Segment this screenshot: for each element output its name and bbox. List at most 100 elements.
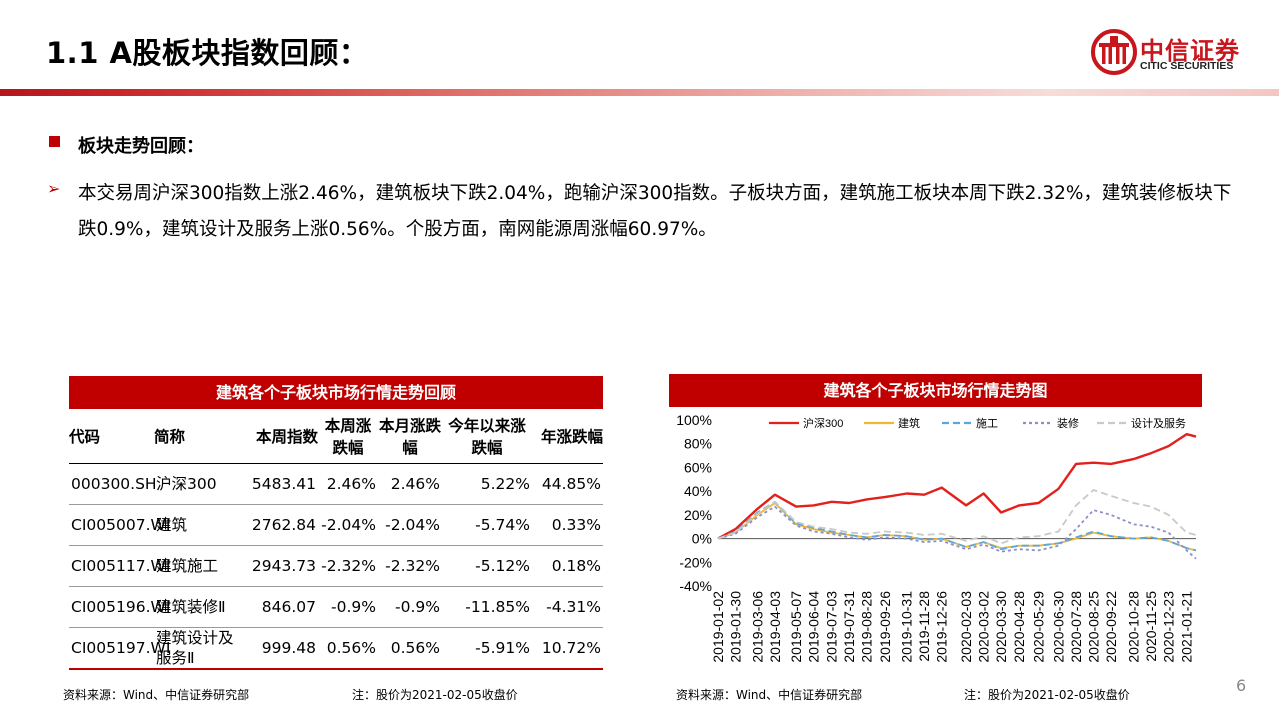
cell-code: 000300.SH <box>69 463 157 505</box>
cell-name: 沪深300 <box>154 463 246 505</box>
cell-annual-change: 44.85% <box>532 463 603 505</box>
x-tick-label: 2020-03-02 <box>976 591 992 663</box>
x-tick-label: 2019-08-28 <box>859 591 875 663</box>
arrow-bullet-icon: ➢ <box>47 179 61 198</box>
cell-monthly-change: -2.32% <box>378 545 442 587</box>
cell-weekly-index: 846.07 <box>246 586 318 628</box>
line-chart: 100%80%60%40%20%0%-20%-40%2019-01-02 2019… <box>676 412 1197 663</box>
chart-note: 注：股价为2021-02-05收盘价 <box>964 688 1130 702</box>
legend-label: 装修 <box>1057 416 1079 430</box>
x-tick-label: 2020-02-03 <box>958 591 974 663</box>
cell-code: CI005007.WI <box>69 504 170 546</box>
cell-monthly-change: 0.56% <box>378 627 442 670</box>
citic-logo-icon <box>1091 29 1137 75</box>
section-heading: 板块走势回顾： <box>78 136 204 157</box>
x-tick-label: 2019-06-04 <box>806 591 822 663</box>
y-tick-label: 20% <box>684 507 712 523</box>
table-source: 资料来源：Wind、中信证券研究部 <box>63 688 250 702</box>
x-tick-label: 2019-05-07 <box>788 591 804 663</box>
summary-paragraph: 本交易周沪深300指数上涨2.46%，建筑板块下跌2.04%，跑输沪深300指数… <box>78 183 1232 240</box>
y-tick-label: 100% <box>676 412 712 428</box>
x-tick-label: 2019-04-03 <box>767 591 783 663</box>
cell-annual-change: 10.72% <box>532 627 603 670</box>
x-tick-label: 2020-12-23 <box>1161 591 1177 663</box>
cell-monthly-change: 2.46% <box>378 463 442 505</box>
y-tick-label: 80% <box>684 436 712 452</box>
citic-logo: 中信证券 CITIC SECURITIES <box>1090 28 1250 78</box>
x-tick-label: 2019-07-31 <box>841 591 857 663</box>
series-line <box>717 505 1197 560</box>
y-tick-label: 60% <box>684 459 712 475</box>
cell-weekly-change: 2.46% <box>318 463 378 505</box>
x-tick-label: 2019-09-26 <box>877 591 893 663</box>
cell-annual-change: 0.18% <box>532 545 603 587</box>
chart-source: 资料来源：Wind、中信证券研究部 <box>676 688 863 702</box>
x-tick-label: 2019-01-02 <box>710 591 726 663</box>
cell-monthly-change: -0.9% <box>378 586 442 628</box>
x-tick-label: 2020-07-28 <box>1068 591 1084 663</box>
x-tick-label: 2020-04-28 <box>1011 591 1027 663</box>
cell-code: CI005117.WI <box>69 545 170 587</box>
x-tick-label: 2019-11-28 <box>916 591 932 662</box>
cell-ytd-change: -5.12% <box>442 545 532 587</box>
x-tick-label: 2019-01-30 <box>727 591 743 663</box>
series-line <box>717 500 1197 552</box>
cell-ytd-change: -11.85% <box>442 586 532 628</box>
header-monthly-change: 本月涨跌幅 <box>378 411 442 464</box>
sector-table: 代码 简称 本周指数 本周涨跌幅 本月涨跌幅 今年以来涨跌幅 年涨跌幅 0003… <box>69 411 603 670</box>
legend-label: 沪深300 <box>803 416 843 430</box>
table-row: CI005117.WI 建筑施工 2943.73 -2.32% -2.32% -… <box>69 545 603 587</box>
header-weekly-change: 本周涨跌幅 <box>318 411 378 464</box>
cell-weekly-index: 5483.41 <box>246 463 318 505</box>
series-line <box>717 433 1197 540</box>
table-row: CI005007.WI 建筑 2762.84 -2.04% -2.04% -5.… <box>69 504 603 546</box>
legend-label: 施工 <box>976 417 998 430</box>
square-bullet-icon <box>49 136 60 147</box>
chart-title: 建筑各个子板块市场行情走势图 <box>669 374 1202 407</box>
cell-ytd-change: -5.91% <box>442 627 532 670</box>
cell-weekly-index: 2762.84 <box>246 504 318 546</box>
table-note: 注：股价为2021-02-05收盘价 <box>352 688 518 702</box>
x-tick-label: 2019-12-26 <box>934 591 950 663</box>
cell-name: 建筑装修Ⅱ <box>154 586 246 628</box>
x-tick-label: 2020-05-29 <box>1031 591 1047 663</box>
cell-annual-change: 0.33% <box>532 504 603 546</box>
x-tick-label: 2019-07-03 <box>824 591 840 663</box>
series-line <box>717 502 1197 552</box>
table-row: 000300.SH 沪深300 5483.41 2.46% 2.46% 5.22… <box>69 463 603 505</box>
cell-weekly-change: -0.9% <box>318 586 378 628</box>
title-divider <box>0 89 1279 96</box>
cell-code: CI005196.WI <box>69 586 170 628</box>
cell-weekly-change: -2.04% <box>318 504 378 546</box>
cell-code: CI005197.WI <box>69 627 170 670</box>
y-tick-label: -20% <box>679 554 712 570</box>
x-tick-label: 2019-10-31 <box>899 591 915 663</box>
table-header-row: 代码 简称 本周指数 本周涨跌幅 本月涨跌幅 今年以来涨跌幅 年涨跌幅 <box>69 411 603 464</box>
page-title: 1.1 A股板块指数回顾： <box>46 36 369 70</box>
table-row: CI005197.WI 建筑设计及服务Ⅱ 999.48 0.56% 0.56% … <box>69 627 603 670</box>
header-ytd-change: 今年以来涨跌幅 <box>442 411 532 464</box>
table-title: 建筑各个子板块市场行情走势回顾 <box>69 376 603 409</box>
cell-weekly-change: 0.56% <box>318 627 378 670</box>
table-row: CI005196.WI 建筑装修Ⅱ 846.07 -0.9% -0.9% -11… <box>69 586 603 628</box>
cell-name: 建筑施工 <box>154 545 246 587</box>
page-number: 6 <box>1236 676 1247 695</box>
cell-annual-change: -4.31% <box>532 586 603 628</box>
cell-ytd-change: -5.74% <box>442 504 532 546</box>
x-tick-label: 2021-01-21 <box>1179 591 1195 663</box>
series-line <box>717 489 1197 545</box>
cell-monthly-change: -2.04% <box>378 504 442 546</box>
cell-name: 建筑设计及服务Ⅱ <box>154 627 246 670</box>
x-tick-label: 2020-09-22 <box>1103 591 1119 663</box>
cell-weekly-index: 2943.73 <box>246 545 318 587</box>
x-tick-label: 2020-10-28 <box>1126 591 1142 663</box>
logo-chinese-name: 中信证券 <box>1140 37 1240 65</box>
x-tick-label: 2020-06-30 <box>1051 591 1067 663</box>
x-tick-label: 2020-11-25 <box>1143 591 1159 662</box>
cell-ytd-change: 5.22% <box>442 463 532 505</box>
y-tick-label: 0% <box>692 531 712 547</box>
cell-weekly-change: -2.32% <box>318 545 378 587</box>
legend-label: 设计及服务 <box>1131 417 1186 430</box>
logo-english-name: CITIC SECURITIES <box>1140 60 1234 72</box>
header-name: 简称 <box>154 411 246 464</box>
